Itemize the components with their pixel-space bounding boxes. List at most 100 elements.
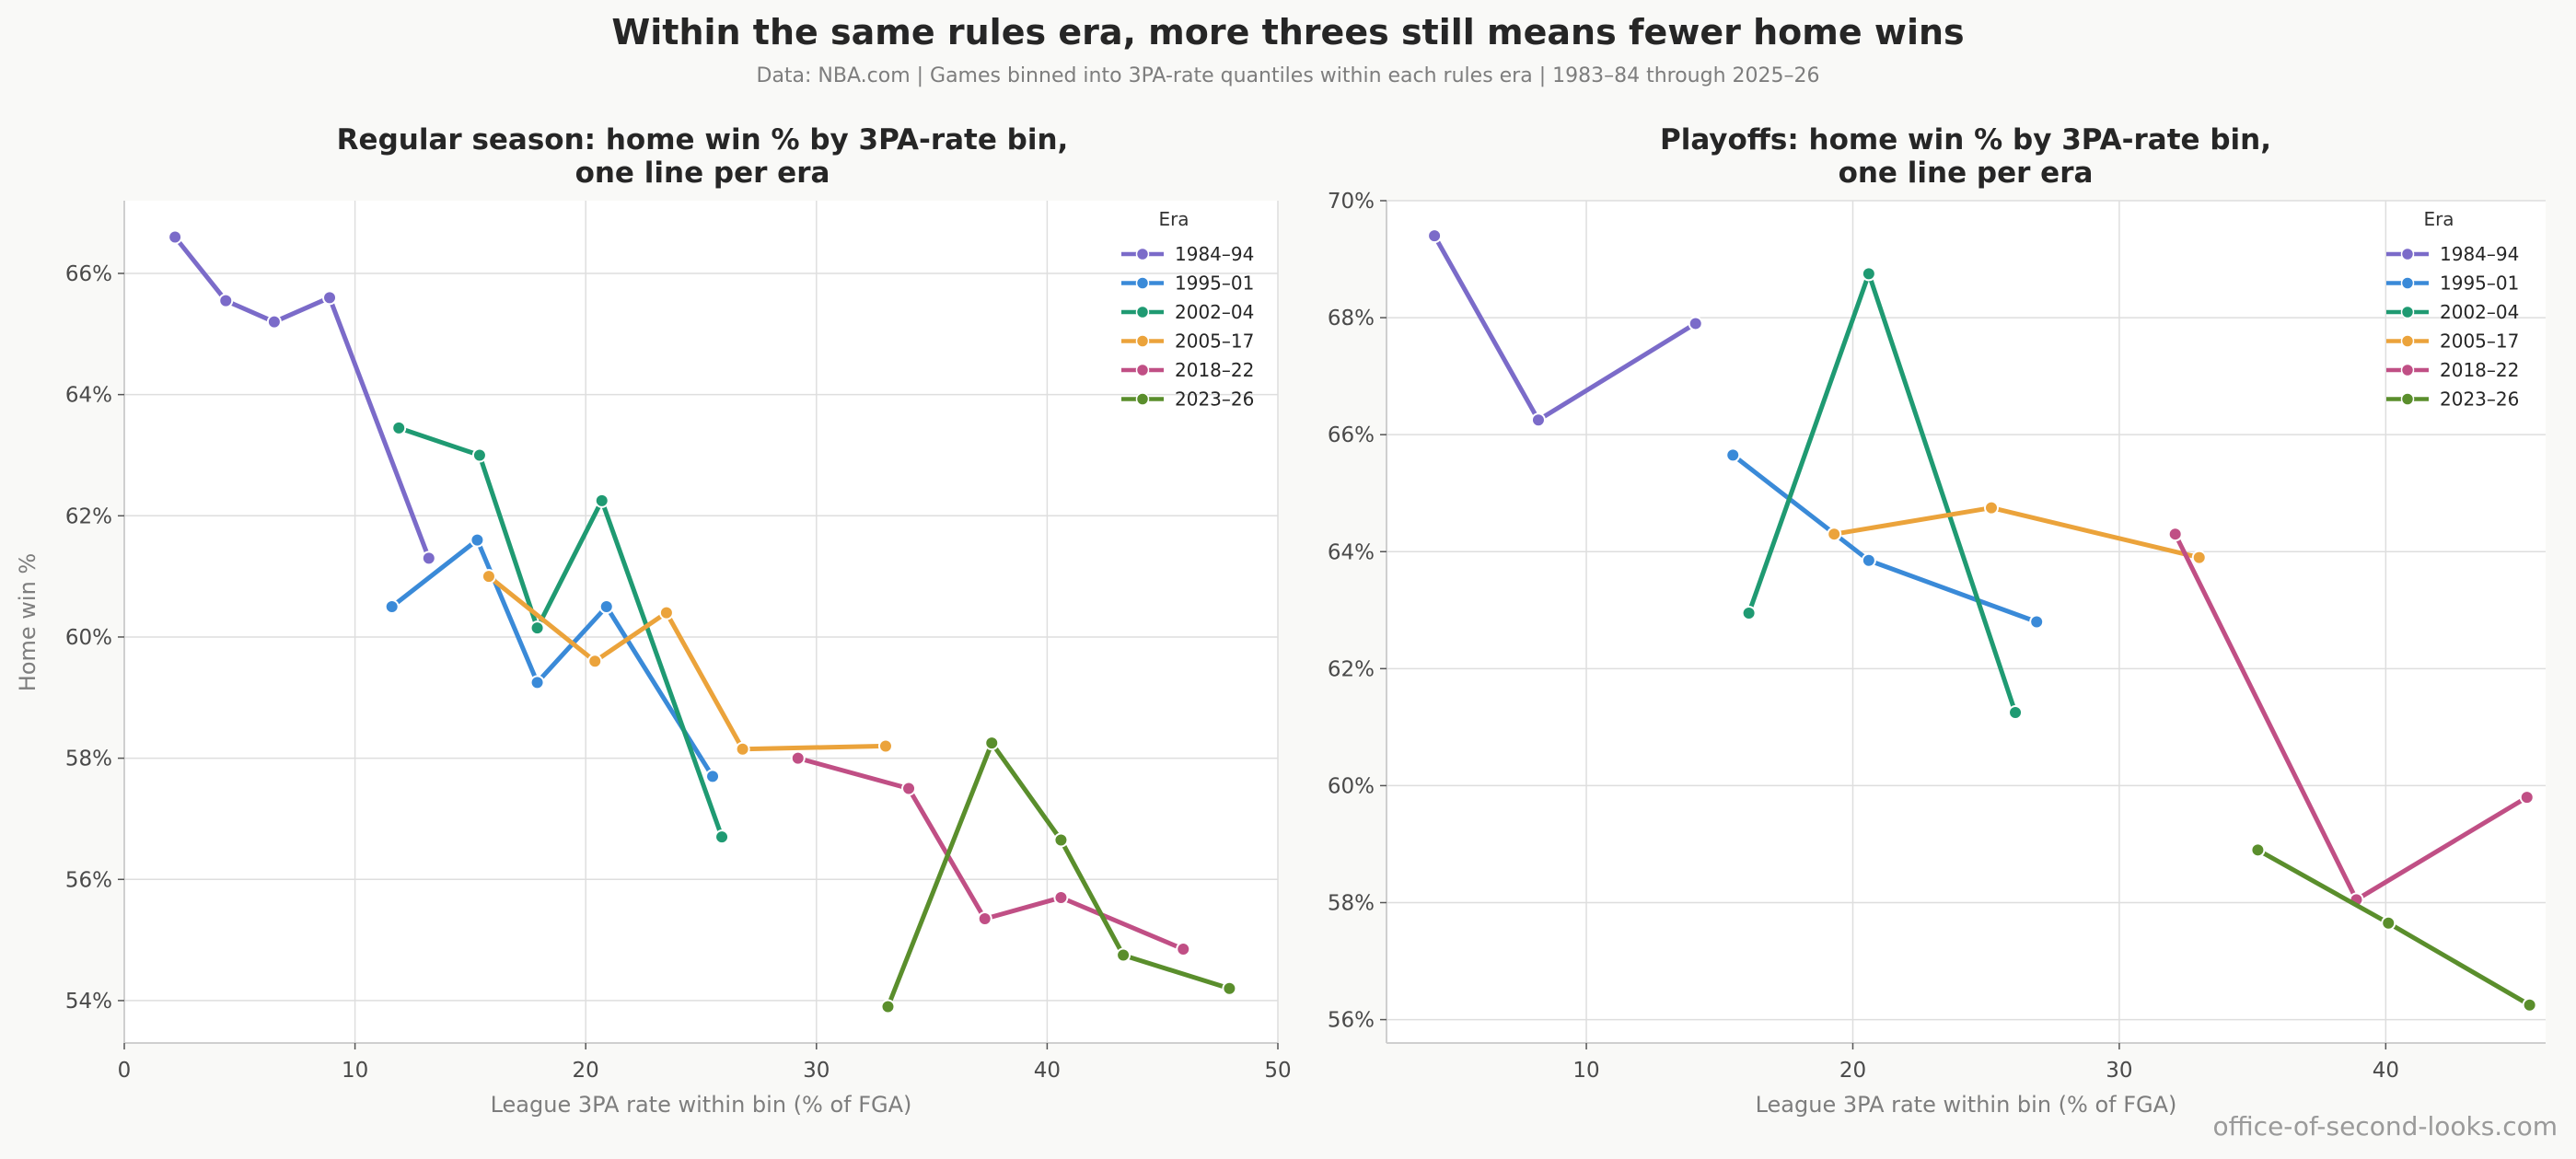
data-point (598, 599, 614, 615)
data-point (2381, 915, 2396, 931)
data-point (880, 999, 896, 1014)
playoffs-series-1984–94 (1427, 228, 1703, 428)
data-point (658, 605, 674, 620)
data-point (705, 769, 721, 784)
data-point (322, 290, 338, 306)
playoffs-series-2005–17 (1827, 500, 2207, 565)
data-point (2008, 704, 2024, 720)
regular-season-panel: Regular season: home win % by 3PA-rate b… (15, 123, 1292, 1118)
y-tick-label: 66% (65, 262, 112, 286)
data-point (529, 620, 545, 636)
regular-gridlines (123, 201, 1279, 1043)
data-point (984, 736, 1000, 751)
playoffs-x-axis-label: League 3PA rate within bin (% of FGA) (1756, 1092, 2177, 1118)
y-tick-label: 58% (1328, 892, 1375, 916)
legend-swatch-marker (1135, 305, 1150, 319)
regular-title-line: one line per era (575, 156, 830, 190)
data-point (1116, 947, 1131, 963)
legend-entry: 2018–22 (2440, 359, 2519, 381)
x-tick-label: 10 (342, 1059, 368, 1083)
chart-subtitle: Data: NBA.com | Games binned into 3PA-ra… (757, 64, 1820, 87)
legend-swatch-marker (2400, 334, 2415, 348)
chart-title: Within the same rules era, more threes s… (611, 12, 1964, 52)
legend-swatch-marker (2400, 305, 2415, 319)
data-point (1688, 316, 1703, 331)
legend-entry: 2005–17 (2440, 330, 2519, 353)
regular-series-1995–01 (384, 532, 721, 784)
legend-swatch-marker (2400, 276, 2415, 290)
legend-entry: 2018–22 (1175, 359, 1254, 381)
y-tick-label: 60% (65, 626, 112, 650)
legend-entry: 2023–26 (2440, 388, 2519, 411)
data-point (384, 599, 400, 615)
regular-series-1984–94 (168, 229, 436, 566)
data-point (2191, 550, 2207, 565)
playoffs-series-2002–04 (1741, 266, 2024, 720)
playoffs-title-line: one line per era (1839, 156, 2094, 190)
data-point (1053, 890, 1069, 906)
regular-series-2002–04 (391, 420, 730, 845)
data-point (1983, 500, 1999, 516)
data-point (470, 532, 485, 548)
regular-x-axis-label: League 3PA rate within bin (% of FGA) (491, 1092, 912, 1118)
x-tick-label: 40 (1034, 1059, 1061, 1083)
playoffs-legend: Era 1984–94 1995–01 2002–04 2005–17 2018–22 20… (2386, 208, 2519, 411)
data-point (2519, 790, 2535, 806)
legend-swatch-marker (1135, 247, 1150, 261)
x-tick-label: 20 (1839, 1059, 1866, 1083)
data-point (2522, 997, 2537, 1013)
data-point (2167, 527, 2183, 542)
data-point (1861, 266, 1876, 282)
y-tick-label: 60% (1328, 774, 1375, 798)
legend-title: Era (1158, 208, 1189, 230)
y-tick-label: 62% (1328, 657, 1375, 681)
data-point (1427, 228, 1443, 244)
playoffs-series-1995–01 (1725, 447, 2045, 630)
data-point (1725, 447, 1741, 463)
data-point (587, 654, 603, 669)
data-point (421, 551, 436, 566)
legend-entry: 2023–26 (1175, 388, 1254, 411)
data-point (391, 420, 407, 435)
regular-legend: Era 1984–94 1995–01 2002–04 2005–17 2018–22 20… (1121, 208, 1254, 411)
data-point (481, 569, 496, 585)
y-tick-label: 58% (65, 748, 112, 771)
x-tick-label: 20 (573, 1059, 599, 1083)
data-point (901, 781, 917, 796)
data-point (1176, 941, 1191, 956)
legend-entry: 2005–17 (1175, 330, 1254, 353)
playoffs-series-2018–22 (2167, 527, 2535, 908)
data-point (471, 447, 487, 463)
legend-entry: 1984–94 (1175, 243, 1254, 265)
data-point (168, 229, 183, 245)
playoffs-panel: Playoffs: home win % by 3PA-rate bin,one… (1328, 123, 2546, 1118)
data-point (1861, 552, 1876, 568)
legend-swatch-marker (2400, 247, 2415, 261)
x-tick-label: 0 (118, 1059, 132, 1083)
legend-swatch-marker (1135, 276, 1150, 290)
legend-entry: 1995–01 (2440, 272, 2519, 295)
regular-series-2005–17 (481, 569, 893, 757)
y-tick-label: 66% (1328, 423, 1375, 447)
regular-plot-area (124, 201, 1278, 1043)
x-tick-label: 10 (1572, 1059, 1599, 1083)
data-point (2250, 842, 2266, 858)
legend-swatch-marker (1135, 334, 1150, 348)
data-point (1530, 412, 1546, 428)
data-point (735, 741, 750, 757)
legend-entry: 2002–04 (1175, 301, 1254, 323)
legend-swatch-marker (1135, 363, 1150, 377)
legend-swatch-marker (2400, 392, 2415, 406)
x-tick-label: 40 (2373, 1059, 2399, 1083)
x-tick-label: 30 (803, 1059, 830, 1083)
legend-entry: 1984–94 (2440, 243, 2519, 265)
x-tick-label: 50 (1264, 1059, 1291, 1083)
regular-series-2023–26 (880, 736, 1237, 1014)
data-point (790, 750, 806, 766)
legend-entry: 2002–04 (2440, 301, 2519, 323)
legend-title: Era (2423, 208, 2454, 230)
playoffs-series-2023–26 (2250, 842, 2537, 1013)
playoffs-title-line: Playoffs: home win % by 3PA-rate bin, (1660, 123, 2271, 156)
